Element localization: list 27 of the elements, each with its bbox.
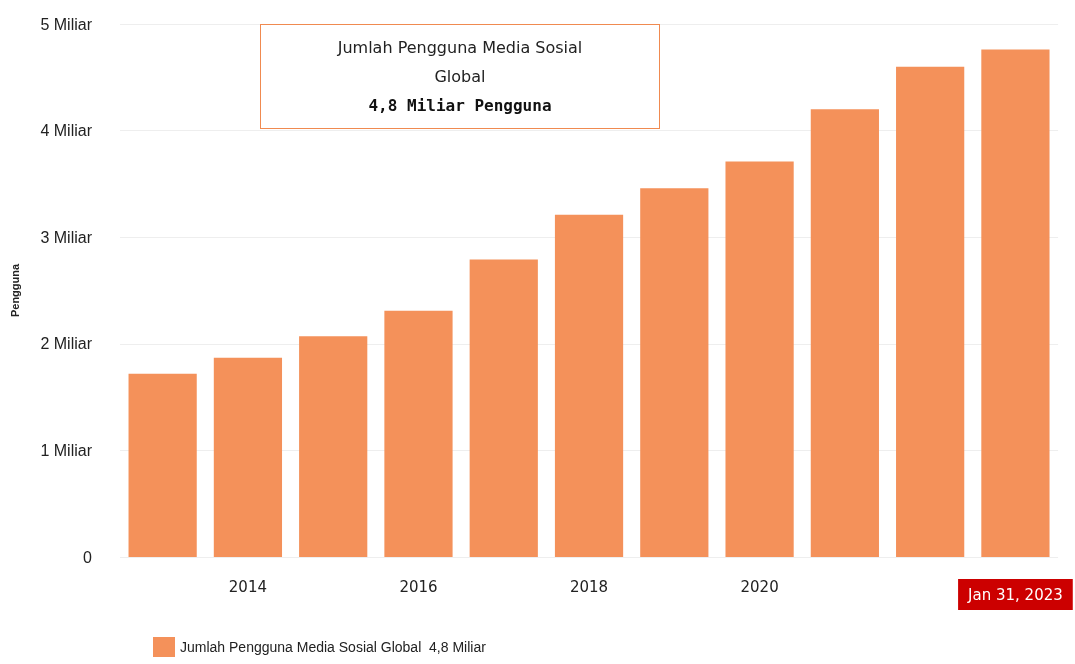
bar (725, 161, 794, 557)
annotation: 4,8 Miliar Pengguna (367, 95, 553, 117)
bar (213, 357, 283, 557)
bar (981, 49, 1050, 557)
callout-box: Jumlah Pengguna Media Sosial Global 4,8 Miliar Pengguna (260, 24, 660, 129)
y-tick-label: 5 Miliar (40, 15, 93, 33)
y-tick-label: 3 Miliar (40, 228, 93, 246)
y-tick-label: 4 Miliar (40, 122, 93, 140)
legend-label: Jumlah Pengguna Media Sosial Global 4,8 Miliar (180, 639, 487, 655)
bar (469, 259, 538, 557)
bar (128, 373, 197, 557)
bar (299, 336, 368, 557)
x-tick-label: 2016 (399, 577, 438, 596)
bar (640, 188, 709, 557)
x-tick-label: Jan 31, 2023 (967, 585, 1063, 604)
bar (384, 310, 453, 557)
bar (896, 66, 965, 557)
x-tick-label: 2014 (228, 577, 268, 596)
x-tick-label: 2020 (740, 577, 779, 596)
bar (810, 109, 879, 557)
x-tick-label: 2018 (569, 577, 609, 596)
annotation: Jumlah Pengguna Media Sosial Global (336, 37, 584, 88)
y-tick-label: 2 Miliar (40, 335, 93, 353)
y-tick-label: 0 (83, 548, 93, 566)
y-axis-title: Pengguna (8, 263, 21, 318)
bar (554, 214, 624, 557)
y-tick-label: 1 Miliar (40, 441, 93, 459)
